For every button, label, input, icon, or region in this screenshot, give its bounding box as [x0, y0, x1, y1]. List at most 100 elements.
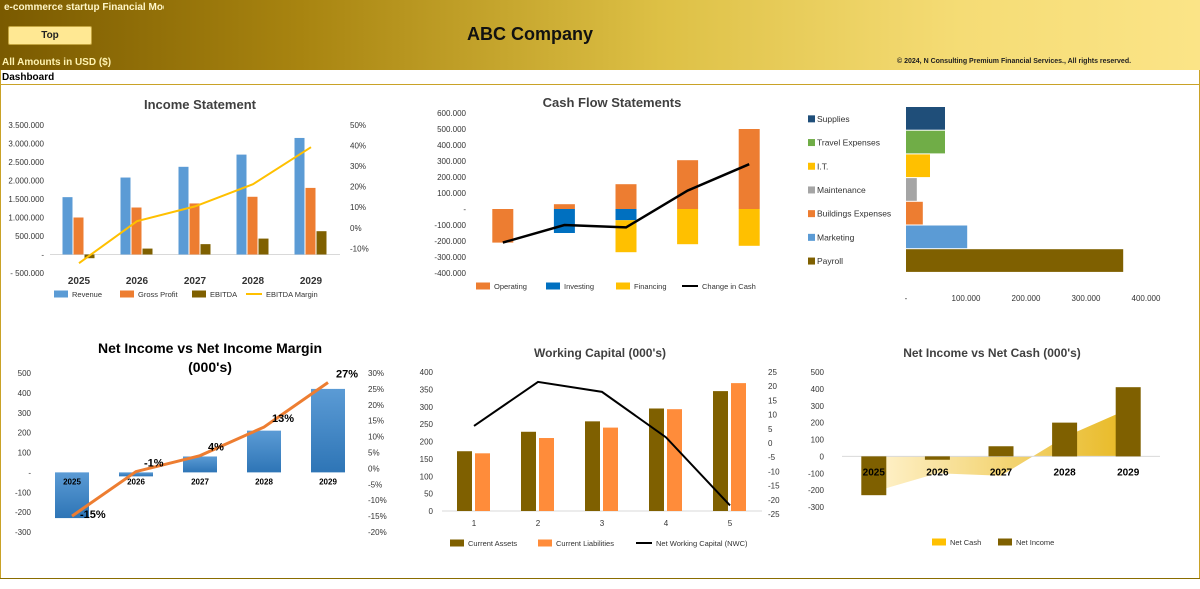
bar-segment [553, 204, 575, 209]
category-label: 2026 [127, 477, 145, 486]
legend-swatch [120, 290, 134, 298]
top-button[interactable]: Top [8, 26, 92, 45]
tick-label: -10% [368, 496, 387, 505]
tick-label: 200 [18, 429, 32, 438]
tick-label: 150 [420, 455, 434, 464]
tick-label: -300 [15, 528, 32, 537]
bar [667, 409, 682, 511]
legend-label: Operating [494, 282, 527, 291]
tick-label: 25 [768, 368, 777, 377]
series-line [502, 163, 750, 244]
tick-label: 3.000.000 [8, 140, 44, 149]
tick-label: 350 [420, 385, 434, 394]
bar [988, 446, 1014, 457]
tick-label: -200 [808, 486, 825, 495]
tick-label: 0% [368, 464, 380, 473]
tick-label: 200.000 [1012, 294, 1041, 303]
tick-label: 15 [768, 396, 777, 405]
chart-cash-flow: Cash Flow Statements 600.000 500.000 400.00… [434, 95, 760, 291]
tick-label: 3.500.000 [8, 121, 44, 130]
category-label: 5 [728, 519, 733, 528]
category-label: 2027 [191, 477, 209, 486]
tick-label: -10% [350, 244, 369, 253]
tick-label: -5% [368, 480, 382, 489]
tick-label: 400.000 [1132, 294, 1161, 303]
tick-label: - [905, 294, 908, 303]
category-label: 2025 [863, 467, 886, 478]
tick-label: 100.000 [952, 294, 981, 303]
tick-label: 300.000 [1072, 294, 1101, 303]
tick-label: -100 [15, 488, 32, 497]
legend-label: Financing [634, 282, 667, 291]
data-label: 4% [208, 442, 224, 454]
tick-label: 400.000 [437, 141, 466, 150]
bar [131, 207, 142, 255]
bar-segment [738, 129, 760, 209]
bar [906, 225, 968, 249]
category-label: 2028 [255, 477, 273, 486]
bar-segment [615, 220, 637, 253]
tick-label: 300.000 [437, 157, 466, 166]
tick-label: 1.500.000 [8, 195, 44, 204]
tick-label: 2.500.000 [8, 158, 44, 167]
legend-label: Current Assets [468, 539, 517, 548]
tick-label: 10% [368, 433, 384, 442]
category-label: 2028 [242, 276, 265, 287]
bar-segment [677, 160, 699, 209]
legend-label: Travel Expenses [817, 138, 880, 148]
legend-swatch [192, 290, 206, 298]
legend-label: Supplies [817, 114, 850, 124]
tick-label: 50 [424, 490, 433, 499]
chart-expenses: Supplies Travel Expenses I.T. Maintenance Bu… [808, 107, 1161, 303]
tick-label: 100 [811, 436, 825, 445]
tick-label: 5% [368, 449, 380, 458]
bar-segment [738, 209, 760, 246]
tick-label: 25% [368, 385, 384, 394]
legend-label: Gross Profit [138, 290, 179, 299]
legend-swatch [998, 538, 1012, 546]
chart-title: (000's) [188, 359, 232, 375]
tick-label: 0 [768, 439, 773, 448]
chart-title: Income Statement [144, 97, 257, 112]
tick-label: 10% [350, 203, 366, 212]
category-label: 2029 [319, 477, 337, 486]
tick-label: 300 [18, 409, 32, 418]
app-title: e-commerce startup Financial Model [4, 2, 164, 13]
legend-swatch [808, 186, 815, 194]
bar [906, 107, 945, 130]
legend-swatch [808, 233, 815, 241]
legend-swatch [808, 115, 815, 123]
bar [236, 154, 247, 255]
tick-label: -25 [768, 510, 780, 519]
tick-label: 0 [429, 507, 434, 516]
category-label: 2029 [1117, 467, 1140, 478]
bar [311, 388, 345, 473]
tick-label: 500.000 [437, 125, 466, 134]
legend-swatch [476, 282, 490, 290]
tick-label: -5 [768, 453, 776, 462]
header-bar [0, 0, 1200, 70]
bar [200, 244, 211, 255]
frame-border-bottom [0, 578, 1200, 579]
legend-label: Change in Cash [702, 282, 756, 291]
frame-border-left [0, 70, 1, 578]
legend-swatch [808, 139, 815, 147]
legend-label: Revenue [72, 290, 102, 299]
tick-label: 30% [350, 162, 366, 171]
bar [906, 249, 1124, 272]
company-name: ABC Company [466, 24, 593, 44]
tick-label: - 500.000 [10, 269, 44, 278]
category-label: 2025 [68, 276, 91, 287]
tick-label: 40% [350, 142, 366, 151]
bar [294, 137, 305, 255]
tick-label: 30% [368, 369, 384, 378]
tick-label: -20% [368, 528, 387, 537]
bar [585, 421, 600, 511]
category-label: 2 [536, 519, 541, 528]
tick-label: -300.000 [434, 253, 466, 262]
tick-label: 500 [811, 368, 825, 377]
legend-label: Net Cash [950, 538, 981, 547]
legend-label: Payroll [817, 256, 843, 266]
category-label: 1 [472, 519, 477, 528]
legend-label: Buildings Expenses [817, 209, 891, 219]
